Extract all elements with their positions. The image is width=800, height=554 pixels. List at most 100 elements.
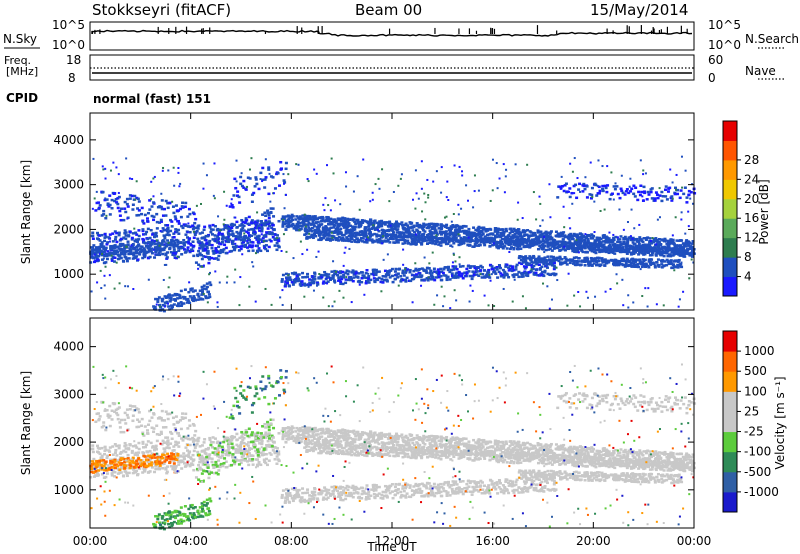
power-cell: [342, 239, 346, 242]
power-cell: [517, 228, 521, 231]
power-cell: [521, 275, 525, 278]
power-cell: [425, 242, 429, 245]
power-cell: [545, 237, 549, 241]
power-cell: [124, 250, 128, 253]
power-cell: [200, 237, 204, 240]
power-cell: [627, 191, 631, 195]
power-cell: [264, 239, 268, 243]
power-cell: [346, 273, 350, 276]
power-cell: [692, 261, 695, 264]
power-cell: [612, 198, 615, 201]
power-cell: [571, 247, 575, 251]
power-cell: [458, 265, 462, 268]
power-cell: [638, 193, 642, 197]
power-cell: [674, 265, 678, 269]
power-cell: [533, 234, 537, 237]
power-cell: [611, 251, 615, 254]
power-cell: [308, 217, 312, 220]
power-cell: [536, 237, 540, 240]
power-cell: [627, 250, 631, 254]
power-cell: [414, 207, 417, 210]
power-cell: [561, 238, 565, 241]
power-cell: [471, 289, 474, 292]
power-cell: [461, 174, 464, 177]
power-cell: [180, 224, 184, 228]
power-cell: [546, 255, 550, 258]
power-cell: [132, 198, 136, 201]
power-cell: [295, 228, 299, 232]
power-cell: [266, 227, 270, 230]
power-cell: [629, 235, 632, 238]
power-cell: [153, 242, 157, 246]
power-cell: [574, 183, 578, 187]
power-cell: [96, 281, 99, 284]
power-cell: [158, 221, 162, 224]
power-cell: [608, 231, 611, 234]
power-cell: [499, 244, 503, 247]
power-cell: [95, 248, 99, 251]
power-cell: [152, 305, 156, 308]
power-cell: [528, 244, 532, 247]
power-cell: [483, 243, 487, 247]
power-colorbar-tick-label: 4: [744, 270, 752, 284]
power-cell: [246, 239, 249, 242]
power-cell: [406, 242, 410, 245]
power-cell: [495, 268, 499, 271]
power-cell: [148, 236, 152, 240]
power-cell: [248, 285, 251, 288]
power-cell: [130, 244, 133, 247]
power-cell: [439, 274, 443, 278]
power-cell: [110, 198, 114, 202]
power-cell: [636, 263, 640, 266]
power-cell: [335, 231, 339, 234]
power-cell: [197, 253, 201, 256]
power-cell: [177, 222, 181, 225]
power-cell: [251, 241, 255, 244]
power-cell: [361, 240, 365, 243]
power-cell: [131, 208, 135, 211]
power-cell: [633, 195, 637, 198]
power-cell: [503, 245, 507, 248]
power-cell: [214, 249, 218, 253]
power-cell: [181, 295, 185, 299]
power-cell: [345, 276, 348, 279]
power-cell: [98, 246, 102, 249]
power-cell: [217, 228, 221, 232]
power-cell: [284, 276, 288, 279]
power-cell: [313, 228, 317, 232]
power-cell: [168, 308, 172, 311]
power-cell: [179, 246, 183, 250]
power-cell: [113, 287, 116, 290]
power-cell: [549, 255, 553, 258]
power-cell: [282, 218, 285, 221]
power-cell: [432, 180, 435, 183]
power-cell: [491, 239, 495, 243]
power-cell: [681, 253, 685, 257]
power-cell: [491, 267, 495, 271]
power-cell: [465, 234, 469, 237]
power-cell: [137, 243, 141, 247]
power-cell: [344, 281, 348, 285]
power-cell: [108, 233, 112, 236]
power-cell: [363, 228, 366, 231]
power-cell: [102, 168, 105, 171]
power-cell: [131, 203, 135, 206]
power-cell: [511, 273, 515, 277]
power-cell: [331, 236, 334, 239]
power-cell: [149, 228, 153, 232]
power-cell: [445, 227, 448, 230]
power-cell: [346, 225, 350, 229]
power-cell: [325, 234, 329, 237]
power-cell: [111, 255, 115, 259]
power-cell: [451, 276, 455, 279]
power-cell: [115, 201, 119, 204]
power-cell: [489, 199, 492, 202]
power-cell: [136, 248, 140, 252]
power-cell: [353, 228, 357, 231]
power-cell: [253, 233, 257, 236]
power-cell: [517, 256, 521, 260]
power-cell: [363, 293, 366, 296]
power-cell: [486, 233, 490, 237]
power-cell: [422, 222, 426, 226]
